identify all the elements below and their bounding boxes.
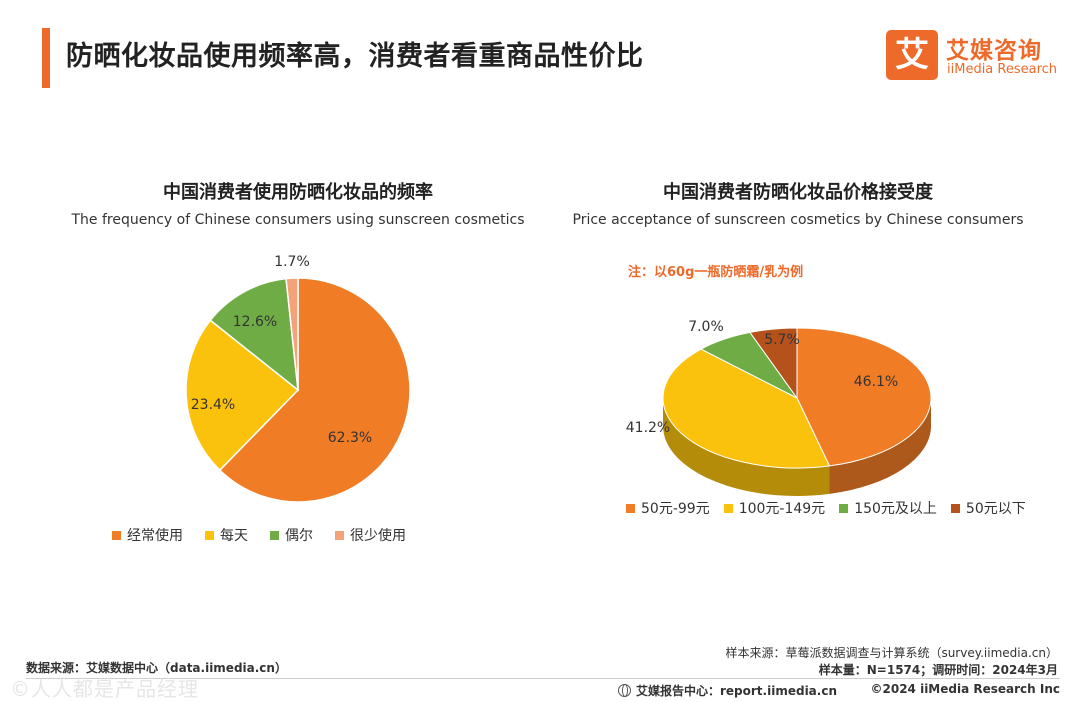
price-legend-label: 100元-149元: [738, 501, 826, 517]
chart2-note: 注：以60g一瓶防晒霜/乳为例: [628, 265, 804, 280]
price-slice-2: [662, 348, 831, 469]
report-center: 艾媒报告中心：report.iimedia.cn: [618, 682, 837, 699]
price-label-1: 46.1%: [854, 374, 898, 390]
report-center-text: 艾媒报告中心：report.iimedia.cn: [636, 684, 837, 698]
chart1-title: 中国消费者使用防晒化妆品的频率: [163, 182, 433, 203]
frequency-legend-item: 每天: [205, 525, 248, 545]
globe-icon: [618, 684, 631, 697]
price-legend-swatch: [626, 503, 635, 513]
title-accent-bar: [42, 28, 50, 88]
watermark: ©人人都是产品经理: [10, 677, 199, 701]
price-slice-4: [749, 327, 798, 400]
sample-source: 样本来源：草莓派数据调查与计算系统（survey.iimedia.cn）: [725, 646, 1058, 660]
price-legend-item: 150元及以上: [839, 498, 937, 518]
chart1-legend: 经常使用 每天 偶尔 很少使用: [112, 525, 428, 545]
frequency-legend-label: 很少使用: [350, 528, 406, 544]
frequency-label-1: 62.3%: [328, 430, 372, 446]
price-label-4: 5.7%: [764, 332, 800, 348]
frequency-slice-3: [209, 277, 299, 392]
data-source: 数据来源：艾媒数据中心（data.iimedia.cn）: [26, 661, 287, 675]
price-legend-swatch: [950, 503, 960, 513]
chart2-title: 中国消费者防晒化妆品价格接受度: [663, 182, 933, 203]
sample-size: 样本量：N=1574；调研时间：2024年3月: [818, 663, 1058, 677]
price-slice-side-1: [829, 398, 931, 494]
price-legend-label: 50元-99元: [641, 501, 710, 517]
page-title: 防晒化妆品使用频率高，消费者看重商品性价比: [66, 41, 644, 72]
frequency-slice-2: [185, 319, 300, 472]
frequency-legend-label: 每天: [220, 528, 248, 544]
logo-chinese-name: 艾媒咨询: [946, 38, 1042, 64]
frequency-legend-swatch: [270, 530, 279, 540]
price-label-2: 41.2%: [626, 420, 670, 436]
price-acceptance-pie: 46.1% 41.2% 7.0% 5.7%: [626, 319, 932, 496]
frequency-slice-4: [285, 277, 299, 391]
logo-english-name: iiMedia Research: [947, 62, 1058, 77]
price-legend-item: 50元以下: [950, 498, 1026, 518]
price-slice-side-2: [663, 398, 830, 496]
copyright: ©2024 iiMedia Research Inc: [870, 682, 1061, 696]
frequency-label-3: 12.6%: [233, 314, 277, 330]
frequency-legend-item: 偶尔: [270, 525, 313, 545]
price-legend-swatch: [723, 503, 733, 513]
logo-mark: 艾: [886, 30, 938, 80]
frequency-legend-label: 偶尔: [285, 528, 313, 544]
frequency-legend-item: 很少使用: [335, 525, 406, 545]
chart2-legend: 50元-99元 100元-149元 150元及以上 50元以下: [626, 498, 1040, 518]
frequency-legend-label: 经常使用: [127, 528, 183, 544]
frequency-legend-item: 经常使用: [112, 525, 183, 545]
frequency-legend-swatch: [335, 530, 344, 540]
price-legend-item: 50元-99元: [626, 498, 710, 518]
price-legend-swatch: [839, 503, 849, 513]
frequency-pie: 62.3% 23.4% 12.6% 1.7%: [185, 254, 411, 503]
price-legend-label: 50元以下: [965, 501, 1026, 517]
frequency-label-2: 23.4%: [191, 397, 235, 413]
iimedia-logo: 艾 艾媒咨询 iiMedia Research: [886, 30, 1066, 80]
price-slice-1: [796, 327, 932, 467]
footer-divider: [26, 678, 1060, 679]
price-legend-label: 150元及以上: [854, 501, 937, 517]
price-legend-item: 100元-149元: [723, 498, 826, 518]
chart2-subtitle: Price acceptance of sunscreen cosmetics …: [572, 212, 1024, 228]
frequency-legend-swatch: [112, 530, 121, 540]
chart1-subtitle: The frequency of Chinese consumers using…: [71, 212, 525, 228]
frequency-legend-swatch: [205, 530, 214, 540]
price-label-3: 7.0%: [688, 319, 724, 335]
frequency-label-4: 1.7%: [274, 254, 310, 270]
frequency-slice-1: [218, 277, 411, 503]
